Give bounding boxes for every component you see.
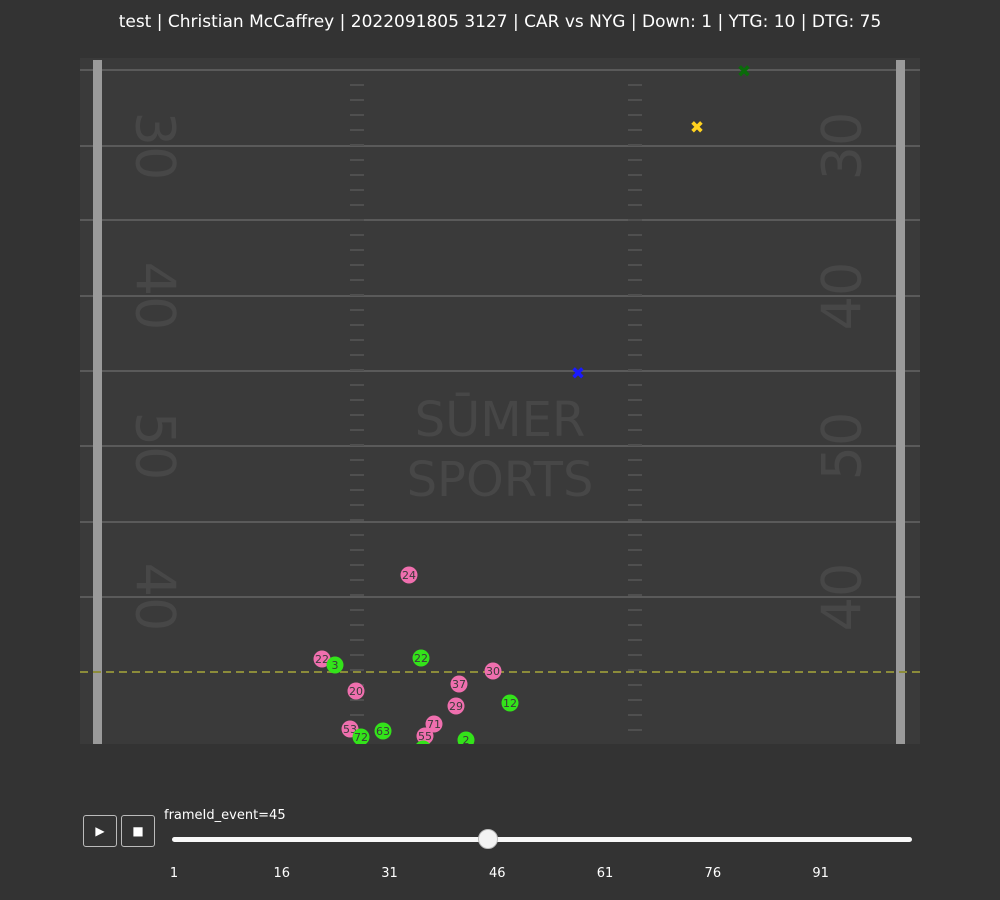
player-dot xyxy=(313,650,331,668)
player-marker xyxy=(416,740,430,744)
yard-number-right: 30 xyxy=(811,112,874,181)
player-dot xyxy=(447,697,465,715)
player-marker: 30 xyxy=(484,662,502,680)
slider-tick-label: 1 xyxy=(169,866,179,881)
yard-number-right: 40 xyxy=(811,262,874,331)
player-jersey-number: 72 xyxy=(354,731,368,744)
frame-slider-track[interactable] xyxy=(172,837,912,842)
sideline-right xyxy=(896,60,905,744)
player-marker: 20 xyxy=(347,682,365,700)
stop-button[interactable]: ■ xyxy=(121,815,155,847)
logo-line-1: SŪMER xyxy=(415,392,586,448)
yard-number-left: 30 xyxy=(124,112,187,181)
player-dot xyxy=(400,566,418,584)
player-dot xyxy=(484,662,502,680)
player-jersey-number: 55 xyxy=(418,730,432,743)
player-dot xyxy=(374,722,392,740)
player-dot xyxy=(425,715,443,733)
player-dot xyxy=(450,675,468,693)
player-marker: 37 xyxy=(450,675,468,693)
player-jersey-number: 24 xyxy=(402,569,416,582)
yard-number-left: 50 xyxy=(124,412,187,481)
player-jersey-number: 29 xyxy=(449,700,463,713)
slider-tick-label: 31 xyxy=(381,866,398,881)
yard-number-left: 40 xyxy=(124,563,187,632)
player-dot xyxy=(347,682,365,700)
player-dot xyxy=(501,694,519,712)
player-jersey-number: 37 xyxy=(452,678,466,691)
yard-number-right: 40 xyxy=(811,563,874,632)
frame-slider-handle[interactable] xyxy=(478,829,499,849)
player-jersey-number: 63 xyxy=(376,725,390,738)
slider-tick-label: 76 xyxy=(704,866,722,881)
slider-tick-label: 91 xyxy=(812,866,829,881)
player-jersey-number: 22 xyxy=(414,652,428,665)
first-down-marker: ✖ xyxy=(690,118,704,138)
player-jersey-number: 20 xyxy=(349,685,363,698)
play-button[interactable]: ▶ xyxy=(83,815,117,847)
slider-tick-label: 46 xyxy=(489,866,506,881)
player-marker: 3 xyxy=(326,656,344,674)
yard-number-right: 50 xyxy=(811,412,874,481)
player-marker: 63 xyxy=(374,722,392,740)
player-marker: 55 xyxy=(416,727,434,744)
player-jersey-number: 30 xyxy=(486,665,500,678)
player-dot xyxy=(352,728,370,744)
slider-current-value: frameId_event=45 xyxy=(164,808,286,823)
player-marker: 22 xyxy=(412,649,430,667)
player-jersey-number: 53 xyxy=(343,723,357,736)
player-marker: 12 xyxy=(501,694,519,712)
slider-tick-label: 16 xyxy=(273,866,291,881)
player-dot xyxy=(416,727,434,744)
slider-tick-label: 61 xyxy=(596,866,614,881)
player-marker: 72 xyxy=(352,728,370,744)
player-dot xyxy=(326,656,344,674)
sideline-left xyxy=(93,60,102,744)
ball-marker: ✖ xyxy=(571,364,585,384)
player-marker: 24 xyxy=(400,566,418,584)
player-jersey-number: 3 xyxy=(332,659,339,672)
logo-line-2: SPORTS xyxy=(407,452,594,508)
target-marker: ✖ xyxy=(737,62,751,82)
chart-title: test | Christian McCaffrey | 2022091805 … xyxy=(118,12,882,32)
player-marker: 22 xyxy=(313,650,331,668)
player-jersey-number: 12 xyxy=(503,697,517,710)
football-field: 30 40 50 40 30 40 50 40 SŪMER SPORTS ✖ ✖ ✖ 24 22 3 2… xyxy=(80,58,920,744)
player-dot xyxy=(412,649,430,667)
player-jersey-number: 22 xyxy=(315,653,329,666)
yard-number-left: 40 xyxy=(124,262,187,331)
player-marker: 29 xyxy=(447,697,465,715)
player-marker: 71 xyxy=(425,715,443,733)
player-marker: 53 xyxy=(341,720,359,738)
player-jersey-number: 2 xyxy=(463,734,470,744)
player-dot xyxy=(457,731,475,744)
player-dot xyxy=(416,740,430,744)
player-marker: 2 xyxy=(457,731,475,744)
player-jersey-number: 71 xyxy=(427,718,441,731)
